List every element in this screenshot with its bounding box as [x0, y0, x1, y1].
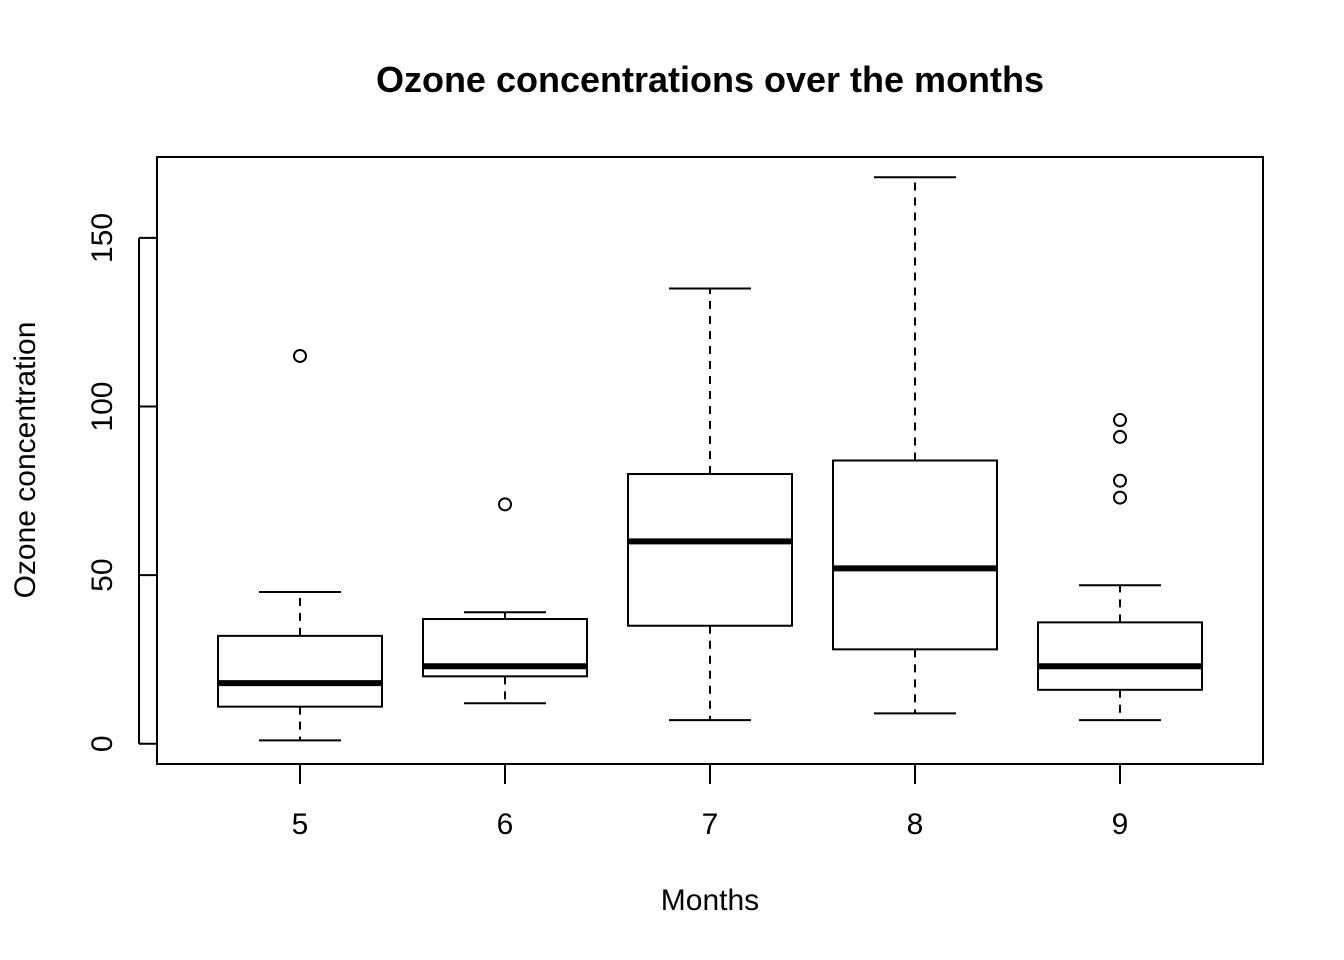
box-9 [1037, 413, 1203, 722]
x-tick-label-8: 8 [907, 808, 924, 841]
outlier-point-9-2 [1113, 429, 1127, 444]
box-8 [832, 176, 998, 715]
outlier-point-9-1 [1113, 473, 1127, 488]
outlier-point-9-0 [1113, 490, 1127, 505]
box-5 [217, 348, 383, 742]
x-tick-label-5: 5 [292, 808, 309, 841]
y-tick-label-50: 50 [86, 558, 119, 591]
iqr-box-5 [217, 634, 383, 708]
y-axis-label: Ozone concentration [9, 322, 42, 599]
box-6 [422, 497, 588, 705]
iqr-box-8 [832, 459, 998, 651]
y-tick-label-100: 100 [86, 382, 119, 432]
y-tick-label-0: 0 [86, 735, 119, 752]
x-tick-label-7: 7 [702, 808, 719, 841]
outlier-point-6-0 [498, 497, 512, 512]
x-axis-label: Months [661, 884, 759, 917]
iqr-box-7 [627, 472, 793, 627]
box-7 [627, 287, 793, 722]
box-series [217, 176, 1203, 742]
iqr-box-9 [1037, 621, 1203, 691]
x-tick-label-6: 6 [497, 808, 514, 841]
outlier-point-5-0 [293, 348, 307, 363]
outlier-point-9-3 [1113, 413, 1127, 428]
y-tick-label-150: 150 [86, 213, 119, 263]
y-axis: 0 50 100 150 [86, 213, 157, 752]
chart-title: Ozone concentrations over the months [376, 59, 1044, 100]
x-axis: 5 6 7 8 9 [292, 763, 1129, 841]
x-tick-label-9: 9 [1112, 808, 1129, 841]
